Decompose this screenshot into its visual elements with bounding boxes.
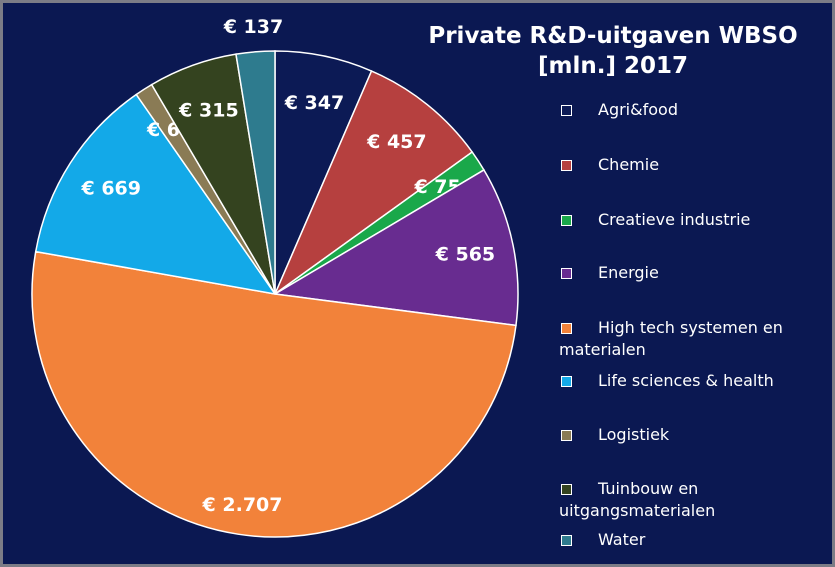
legend-item: Life sciences & health bbox=[559, 370, 831, 392]
value-label: € 669 bbox=[81, 178, 142, 200]
legend-item: Creatieve industrie bbox=[559, 209, 831, 231]
legend-item: Logistiek bbox=[559, 424, 831, 446]
legend-label: High tech systemen en materialen bbox=[559, 318, 783, 359]
pie-area: € 347€ 457€ 75€ 565€ 2.707€ 669€ 64€ 315… bbox=[31, 16, 519, 538]
legend-label: Creatieve industrie bbox=[598, 210, 751, 229]
legend-label: Chemie bbox=[598, 155, 660, 174]
legend-marker bbox=[561, 322, 572, 334]
legend-marker bbox=[561, 483, 572, 495]
value-label: € 457 bbox=[366, 131, 427, 153]
legend-marker bbox=[561, 534, 572, 546]
legend-label: Agri&food bbox=[598, 100, 678, 119]
value-label: € 2.707 bbox=[202, 494, 283, 516]
legend-item: Agri&food bbox=[559, 99, 831, 121]
pie-slice bbox=[272, 168, 519, 327]
value-label: € 315 bbox=[178, 100, 239, 122]
pie-slice bbox=[31, 250, 517, 538]
pie-slice bbox=[273, 70, 474, 297]
legend-marker bbox=[561, 159, 572, 171]
legend-marker bbox=[561, 214, 572, 226]
chart-title: Private R&D-uitgaven WBSO [mln.] 2017 bbox=[428, 23, 798, 79]
legend-item: Chemie bbox=[559, 154, 831, 176]
legend-label: Life sciences & health bbox=[598, 371, 774, 390]
pie-slice bbox=[235, 50, 276, 295]
legend-label: Water bbox=[598, 530, 646, 549]
legend-item: Energie bbox=[559, 262, 831, 284]
legend-item: High tech systemen en materialen bbox=[559, 317, 831, 361]
legend-marker bbox=[561, 104, 572, 116]
pie-slice bbox=[34, 93, 277, 296]
legend-marker bbox=[561, 267, 572, 279]
value-label: € 347 bbox=[284, 92, 345, 114]
legend-item: Tuinbouw en uitgangsmaterialen bbox=[559, 478, 831, 522]
legend-label: Logistiek bbox=[598, 425, 670, 444]
legend-marker bbox=[561, 375, 572, 387]
legend-item: Water bbox=[559, 529, 831, 551]
legend-label: Tuinbouw en uitgangsmaterialen bbox=[559, 479, 716, 520]
value-label: € 565 bbox=[435, 243, 496, 265]
legend-marker bbox=[561, 429, 572, 441]
value-label: € 137 bbox=[223, 16, 284, 38]
legend-label: Energie bbox=[598, 263, 659, 282]
